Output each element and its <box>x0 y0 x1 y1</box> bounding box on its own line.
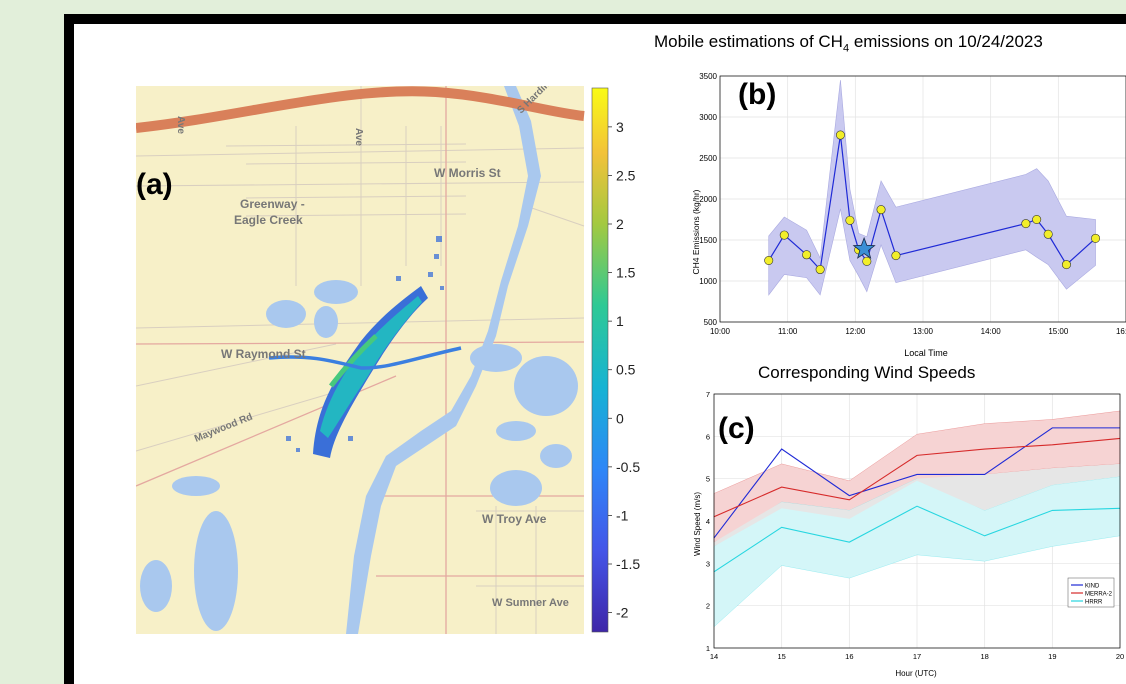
chart-b-ytick: 500 <box>704 318 718 327</box>
chart-c-legend-label: HRRR <box>1085 600 1103 606</box>
chart-c-legend-label: MERRA-2 <box>1085 592 1113 598</box>
chart-c-xtick: 14 <box>710 652 718 661</box>
chart-c-legend: KIND MERRA-2 HRRR <box>1067 577 1115 608</box>
colorbar-tick-label: -0.5 <box>616 459 640 475</box>
chart-b-points <box>764 130 1101 275</box>
chart-c-xlabel: Hour (UTC) <box>895 669 937 678</box>
chart-b-ytick: 1000 <box>699 277 717 286</box>
chart-b-point <box>862 256 872 266</box>
chart-b-point <box>802 250 812 260</box>
chart-b-point <box>1021 219 1031 229</box>
colorbar-tick-label: -1 <box>616 507 629 523</box>
chart-c-xtick: 19 <box>1048 652 1056 661</box>
chart-c-ticks: 14 15 16 17 18 19 20 1 2 3 4 5 6 7 <box>706 390 1124 661</box>
map-label: W Raymond St <box>221 347 306 361</box>
chart-b-point <box>815 265 825 275</box>
colorbar-tick-label: 0.5 <box>616 362 636 378</box>
chart-c-ytick: 6 <box>706 432 710 441</box>
chart-b-point <box>764 256 774 266</box>
colorbar-tick-label: -2 <box>616 605 629 621</box>
chart-b-point <box>1043 229 1053 239</box>
panel-label-a: (a) <box>136 168 173 201</box>
chart-b-ytick: 2000 <box>699 195 717 204</box>
chart-c-series-line <box>713 505 1121 573</box>
chart-b-uncertainty-band <box>768 80 1096 296</box>
chart-b-ytick: 1500 <box>699 236 717 245</box>
highway <box>136 86 585 133</box>
chart-c-ytick: 5 <box>706 475 710 484</box>
water-bodies <box>140 86 578 634</box>
chart-b-ytick: 2500 <box>699 154 717 163</box>
colorbar-tick-label: 0 <box>616 410 624 426</box>
chart-c-xtick: 17 <box>913 652 921 661</box>
chart-c-series-line <box>713 427 1120 539</box>
map-panel: W Morris St Greenway -Eagle Creek W Raym… <box>136 86 640 634</box>
chart-b-xtick: 14:00 <box>981 327 1002 336</box>
chart-c-ytick: 1 <box>706 644 710 653</box>
chart-c-ytick: 3 <box>706 559 710 568</box>
colorbar-tick-label: 1 <box>616 313 624 329</box>
colorbar-tick-label: 3 <box>616 119 624 135</box>
chart-b-axes <box>719 75 1126 323</box>
chart-c-xtick: 18 <box>980 652 988 661</box>
chart-b-point <box>779 230 789 240</box>
chart-b-xlabel: Local Time <box>904 348 948 358</box>
colorbar-tick-label: 2.5 <box>616 167 636 183</box>
chart-b-xtick: 10:00 <box>710 327 731 336</box>
chart-b-ytick: 3500 <box>699 72 717 81</box>
chart-c-xtick: 15 <box>777 652 785 661</box>
chart-c-ytick: 4 <box>706 517 710 526</box>
chart-b-point <box>835 130 845 140</box>
map-label: Ave <box>353 128 364 146</box>
chart-b-title: Mobile estimations of CH4 emissions on 1… <box>654 32 1043 55</box>
colorbar <box>591 87 609 633</box>
colorbar-ticks: 3 2.5 2 1.5 1 0.5 0 -0.5 -1 -1.5 -2 <box>608 119 640 621</box>
chart-b-xtick: 12:00 <box>845 327 866 336</box>
chart-b: 10:00 11:00 12:00 13:00 14:00 15:00 16:00 500 10… <box>691 72 1126 358</box>
chart-c: 14 15 16 17 18 19 20 1 2 3 4 5 6 7 KIND MERRA-2 HRRR Ho… <box>693 390 1124 678</box>
chart-b-point <box>845 215 855 225</box>
colorbar-tick-label: -1.5 <box>616 556 640 572</box>
chart-c-overlap-band <box>714 463 1120 547</box>
chart-b-xtick: 15:00 <box>1048 327 1069 336</box>
panel-label-c: (c) <box>718 412 755 445</box>
chart-b-ylabel: CH4 Emissions (kg/hr) <box>691 189 701 274</box>
chart-b-point <box>1091 233 1101 243</box>
chart-b-xtick: 16:00 <box>1116 327 1126 336</box>
map-label: Ave <box>175 116 186 134</box>
colorbar-tick-label: 1.5 <box>616 265 636 281</box>
chart-c-xtick: 20 <box>1116 652 1124 661</box>
colorbar-tick-label: 2 <box>616 216 624 232</box>
map-label: W Morris St <box>434 166 501 180</box>
panel-label-b: (b) <box>738 78 776 111</box>
figure-slide: W Morris St Greenway -Eagle Creek W Raym… <box>74 24 1126 684</box>
chart-c-ytick: 2 <box>706 602 710 611</box>
chart-c-lines <box>713 427 1121 573</box>
chart-c-series-line <box>713 437 1121 518</box>
chart-b-point <box>876 205 886 215</box>
chart-c-axes <box>713 393 1121 649</box>
chart-c-legend-box <box>1067 577 1115 608</box>
chart-b-point <box>1061 260 1071 270</box>
street-grid <box>136 86 585 634</box>
chart-c-xtick: 16 <box>845 652 853 661</box>
chart-b-ytick: 3000 <box>699 113 717 122</box>
chart-b-point <box>891 251 901 261</box>
map-label: W Sumner Ave <box>492 597 569 609</box>
vehicle-track <box>268 346 462 370</box>
chart-b-ticks: 10:00 11:00 12:00 13:00 14:00 15:00 16:00 500 10… <box>699 72 1126 336</box>
chart-b-xtick: 11:00 <box>778 327 798 336</box>
chart-b-xtick: 13:00 <box>913 327 934 336</box>
chart-b-star-marker <box>852 236 876 259</box>
chart-b-point <box>1032 215 1042 225</box>
chart-c-ylabel: Wind Speed (m/s) <box>693 492 702 556</box>
chart-c-legend-label: KIND <box>1085 584 1100 590</box>
chart-c-ytick: 7 <box>706 390 710 399</box>
map-label: Greenway -Eagle Creek <box>234 197 305 227</box>
map-label: W Troy Ave <box>482 512 547 526</box>
chart-c-title: Corresponding Wind Speeds <box>758 363 976 382</box>
